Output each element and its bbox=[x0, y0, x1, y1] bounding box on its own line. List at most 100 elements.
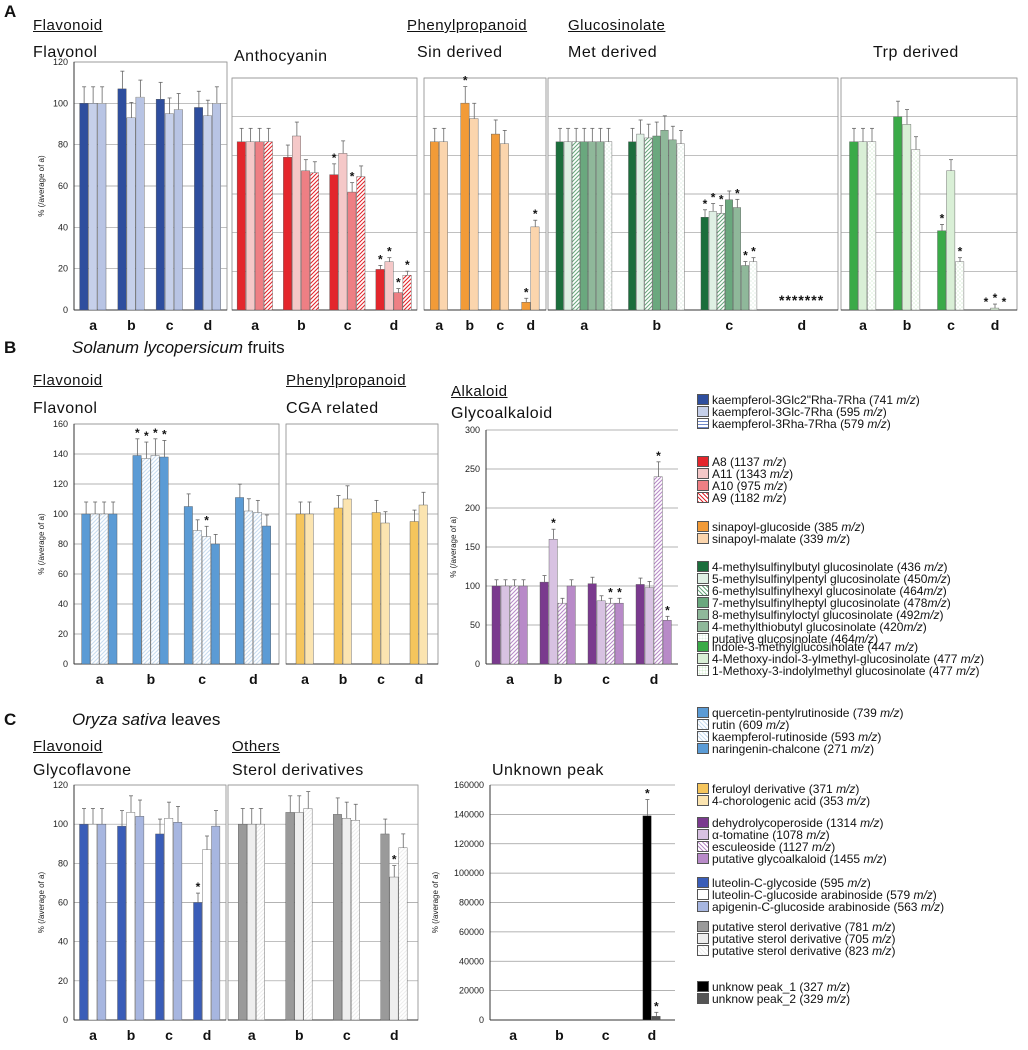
legend-entry: 6-methylsulfinylhexyl glucosinolate (464… bbox=[697, 584, 947, 598]
legend-close: ) bbox=[915, 393, 920, 407]
bar bbox=[380, 833, 390, 1021]
bar bbox=[557, 602, 567, 665]
y-tick-label: 200 bbox=[465, 503, 480, 513]
legend-entry: luteolin-C-glucoside arabinoside (579 m/… bbox=[697, 888, 937, 902]
legend-close: ) bbox=[942, 584, 947, 598]
legend-swatch bbox=[697, 795, 709, 806]
x-category-label: a bbox=[248, 1027, 256, 1043]
bar bbox=[500, 585, 510, 665]
bar bbox=[212, 103, 221, 311]
y-tick-label: 60 bbox=[58, 181, 68, 191]
bar bbox=[173, 109, 183, 311]
x-category-label: d bbox=[203, 1027, 212, 1043]
legend-close: ) bbox=[940, 900, 945, 914]
bar bbox=[867, 141, 877, 311]
legend-entry: A8 (1137 m/z) bbox=[697, 455, 787, 469]
legend-unit: m/z bbox=[923, 584, 943, 598]
legend-swatch bbox=[697, 609, 709, 620]
x-category-label: d bbox=[415, 671, 424, 687]
legend-unit: m/z bbox=[826, 532, 847, 546]
significance-star: * bbox=[703, 197, 708, 211]
bar bbox=[580, 141, 588, 311]
significance-star: * bbox=[551, 516, 556, 530]
legend-unit: m/z bbox=[766, 718, 786, 732]
legend-label: unknow peak_1 (327 bbox=[712, 980, 827, 994]
legend-close: ) bbox=[866, 876, 871, 890]
panel-b-sub-glyco: Glycoalkaloid bbox=[451, 405, 553, 422]
bar bbox=[183, 506, 193, 665]
legend-label: unknow peak_2 (329 bbox=[712, 992, 827, 1006]
significance-star: * bbox=[735, 186, 740, 200]
bar bbox=[283, 157, 292, 311]
significance-star: * bbox=[665, 603, 670, 617]
bar bbox=[295, 513, 305, 665]
panel-b-sub-cga: CGA related bbox=[286, 400, 379, 417]
bar bbox=[539, 581, 549, 665]
x-category-label: d bbox=[797, 317, 806, 333]
x-category-label: b bbox=[297, 317, 306, 333]
bar bbox=[509, 585, 519, 665]
significance-star: * bbox=[751, 245, 756, 259]
legend-entry: indole-3-methylglucosinolate (447 m/z) bbox=[697, 640, 918, 654]
legend-label: kaempferol-3Glc-7Rha (595 bbox=[712, 405, 864, 419]
legend-swatch bbox=[697, 889, 709, 900]
legend-close: ) bbox=[782, 491, 787, 505]
y-axis-label: % (/average of a) bbox=[431, 871, 440, 933]
bar bbox=[653, 476, 663, 665]
significance-star: * bbox=[196, 880, 201, 894]
chart-b-flavonol: 0 20 40 60 80 100 120 140 160 % (/average of a) a *… bbox=[37, 419, 280, 687]
bar bbox=[518, 585, 528, 665]
legend-close: ) bbox=[975, 664, 980, 678]
legend-unit: m/z bbox=[846, 794, 867, 808]
legend-swatch bbox=[697, 573, 709, 584]
y-tick-label: 150 bbox=[465, 542, 480, 552]
bar bbox=[588, 141, 596, 311]
significance-star: * bbox=[719, 193, 724, 207]
panel-a-category-phenylpropanoid: Phenylpropanoid bbox=[407, 17, 528, 34]
bar bbox=[521, 302, 531, 311]
panel-b-sub-flavonol: Flavonol bbox=[33, 400, 98, 417]
legend-label: dehydrolycoperoside (1314 bbox=[712, 816, 861, 830]
x-category-label: d bbox=[390, 1027, 399, 1043]
legend-entry: quercetin-pentylrutinoside (739 m/z) bbox=[697, 706, 903, 720]
chart-b-cga: a b c d bbox=[285, 423, 439, 687]
panel-b-category-alkaloid: Alkaloid bbox=[451, 383, 508, 400]
legend-unit: m/z bbox=[927, 596, 947, 610]
legend-unit: m/z bbox=[763, 491, 783, 505]
x-category-label: c bbox=[602, 671, 610, 687]
x-category-label: c bbox=[198, 671, 206, 687]
bar bbox=[202, 849, 212, 1021]
bar bbox=[108, 513, 118, 665]
bar bbox=[263, 141, 273, 311]
bar bbox=[500, 143, 509, 311]
legend-label: apigenin-C-glucoside arabinoside (563 bbox=[712, 900, 921, 914]
legend-close: ) bbox=[899, 706, 904, 720]
legend-entry: 7-methylsulfinylheptyl glucosinolate (47… bbox=[697, 596, 951, 610]
panel-c-sub-glycoflavone: Glycoflavone bbox=[33, 762, 132, 779]
bar bbox=[193, 902, 203, 1021]
bar bbox=[247, 823, 256, 1021]
bar bbox=[211, 825, 221, 1021]
significance-star: * bbox=[940, 211, 945, 225]
bar bbox=[642, 815, 652, 1021]
bar bbox=[164, 818, 174, 1021]
legend: kaempferol-3Glc2"Rha-7Rha (741 m/z) kaemp… bbox=[697, 0, 1027, 1047]
bar bbox=[236, 141, 246, 311]
legend-entry: A11 (1343 m/z) bbox=[697, 467, 793, 481]
bar bbox=[304, 513, 314, 665]
panel-c-species-suffix: leaves bbox=[171, 710, 221, 729]
legend-unit: m/z bbox=[927, 572, 947, 586]
legend-unit: m/z bbox=[860, 816, 880, 830]
bar bbox=[555, 141, 564, 311]
x-category-label: c bbox=[343, 1027, 351, 1043]
bar bbox=[141, 458, 151, 665]
x-category-label: c bbox=[344, 317, 352, 333]
x-category-label: d bbox=[249, 671, 258, 687]
y-tick-label: 40 bbox=[58, 937, 68, 947]
bar bbox=[126, 812, 136, 1021]
y-axis-label: % (/average of a) bbox=[37, 155, 46, 217]
bar bbox=[347, 191, 357, 311]
chart-a-sin-derived: a * b c * * d bbox=[423, 74, 547, 333]
legend-label: kaempferol-rutinoside (593 bbox=[712, 730, 859, 744]
legend-entry: dehydrolycoperoside (1314 m/z) bbox=[697, 816, 883, 830]
